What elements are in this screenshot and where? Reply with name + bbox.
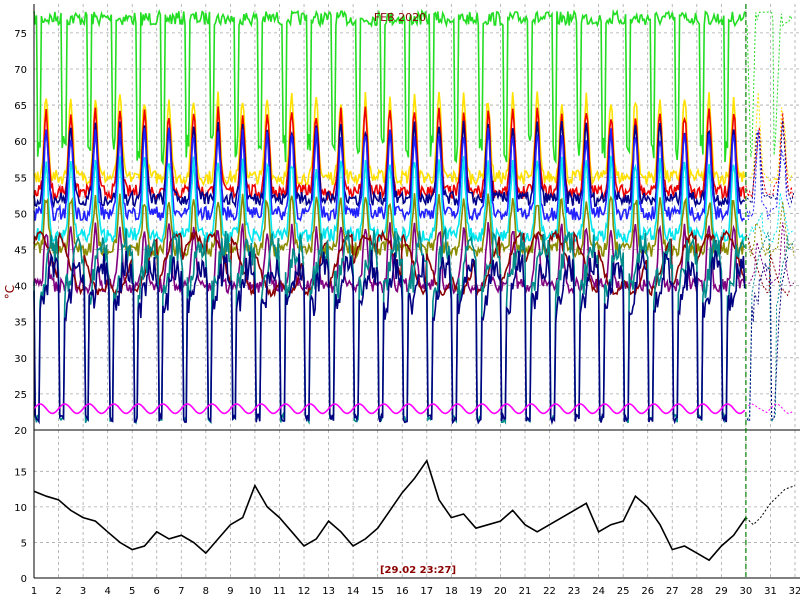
x-tick-label: 23 [568,586,581,597]
x-tick-label: 24 [592,586,605,597]
y-tick-label: 40 [14,282,27,293]
forecast-series-line [748,403,793,414]
outdoor-forecast-line [745,485,796,526]
y-tick-label: 75 [14,29,27,40]
x-tick-label: 28 [690,586,703,597]
y-axis-unit-label: °C [3,285,17,299]
chart-title: FEB 2020 [374,11,426,24]
x-tick-label: 3 [80,586,86,597]
x-tick-label: 13 [322,586,335,597]
forecast-series-line [746,120,795,205]
x-tick-label: 19 [470,586,483,597]
upper-y-tick-labels: 20 25 30 35 40 45 50 55 60 65 70 75 [14,29,27,437]
outdoor-series-line [33,458,747,562]
forecast-series-line [750,92,795,184]
x-tick-label: 30 [740,586,753,597]
x-tick-labels: 1 2 3 4 5 6 7 8 9 10 11 12 13 14 15 16 17 18 19 20 21 22 23 24 2… [31,586,800,597]
y-tick-label: 50 [14,209,27,220]
x-tick-label: 20 [494,586,507,597]
lower-y-tick-labels: 0 5 10 15 [14,467,27,585]
x-tick-label: 12 [298,586,311,597]
x-tick-label: 10 [249,586,262,597]
x-tick-label: 25 [617,586,630,597]
y-tick-label: 0 [21,574,27,585]
x-tick-label: 6 [154,586,160,597]
y-tick-label: 35 [14,318,27,329]
x-tick-label: 8 [203,586,209,597]
y-tick-label: 25 [14,390,27,401]
forecast-series-line [746,11,793,158]
x-tick-label: 32 [789,586,800,597]
forecast-series-line [746,231,795,423]
temperature-series-line [33,127,746,223]
y-tick-label: 15 [14,467,27,478]
y-tick-label: 70 [14,65,27,76]
forecast-series-line [748,222,795,287]
x-tick-label: 29 [715,586,728,597]
x-tick-label: 5 [129,586,135,597]
x-tick-label: 2 [55,586,61,597]
forecast-series-line [747,201,795,257]
x-tick-label: 11 [273,586,286,597]
x-tick-label: 31 [764,586,777,597]
temperature-series-line [33,8,746,166]
y-tick-label: 60 [14,137,27,148]
x-tick-label: 18 [445,586,458,597]
x-tick-label: 14 [347,586,360,597]
lower-plot-series [33,458,796,562]
y-tick-label: 30 [14,354,27,365]
x-tick-label: 15 [371,586,384,597]
x-tick-label: 22 [543,586,556,597]
x-tick-label: 21 [519,586,532,597]
x-tick-label: 17 [420,586,433,597]
x-tick-label: 7 [178,586,184,597]
y-tick-label: 65 [14,101,27,112]
y-tick-label: 20 [14,426,27,437]
temperature-series-line [33,91,746,187]
upper-plot-series [33,8,795,426]
x-tick-label: 27 [666,586,679,597]
y-tick-label: 5 [21,538,27,549]
x-tick-label: 4 [104,586,110,597]
x-tick-label: 1 [31,586,37,597]
y-tick-label: 45 [14,245,27,256]
temperature-series-line [33,403,746,415]
x-tick-label: 9 [227,586,233,597]
temperature-series-line [33,155,746,245]
temperature-series-line [33,193,746,260]
timestamp-label: [29.02 23:27] [380,565,456,576]
forecast-series-line [745,234,791,297]
temperature-series-line [33,106,746,202]
y-tick-label: 10 [14,503,27,514]
y-tick-label: 55 [14,173,27,184]
x-tick-label: 26 [641,586,654,597]
x-tick-label: 16 [396,586,409,597]
temperature-series-line [33,249,746,426]
